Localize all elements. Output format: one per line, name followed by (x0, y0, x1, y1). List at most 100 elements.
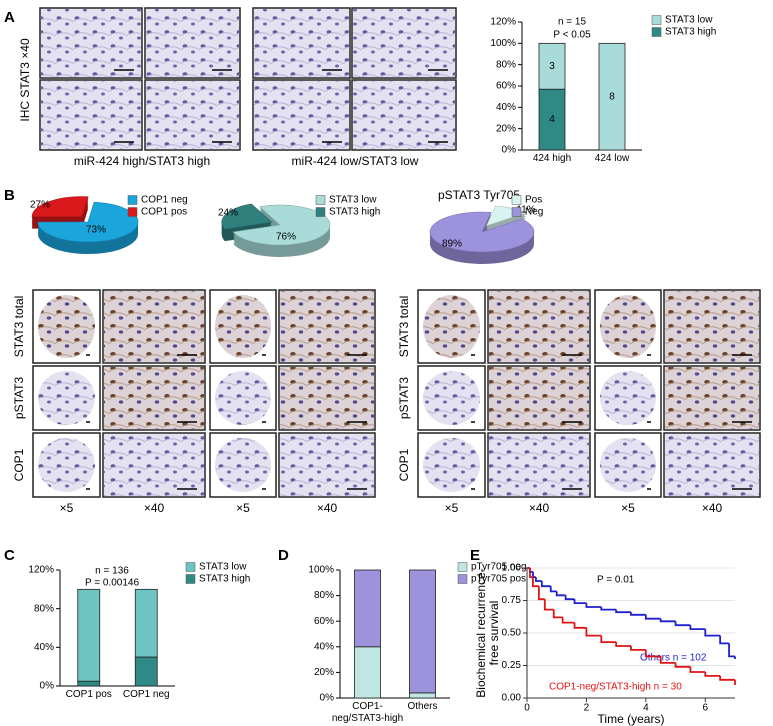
survival-step (689, 625, 706, 630)
legend-label: pTyr705 neg (471, 562, 527, 573)
panel-label: A (4, 9, 15, 26)
legend-swatch (127, 195, 138, 205)
y-tick-label: 0.25 (502, 660, 522, 671)
x-tick-label: COP1-neg/STAT3-high (331, 701, 404, 724)
survival-step (532, 577, 539, 588)
bar-segment (77, 588, 101, 682)
magnification-label: ×40 (317, 501, 338, 515)
survival-step (600, 607, 617, 611)
tissue (254, 9, 349, 77)
count-label: 3 (549, 61, 555, 72)
x-tick-label: 424 high (532, 153, 572, 164)
value-label: 24% (218, 208, 238, 219)
legend-label: Pos (525, 195, 542, 206)
survival-step (689, 666, 706, 673)
legend-label: STAT3 high (199, 574, 250, 585)
annotation: P = 0.00146 (85, 578, 139, 589)
tissue (489, 291, 589, 362)
survival-step (644, 649, 661, 658)
survival-step (600, 635, 617, 643)
legend-swatch (185, 574, 196, 584)
tissue (41, 9, 141, 77)
survival-step (704, 672, 721, 677)
tissue (489, 367, 589, 429)
tissue (104, 291, 204, 362)
survival-step (540, 581, 551, 588)
y-tick-label: 0.75 (502, 595, 522, 606)
legend-swatch (457, 574, 468, 584)
series-label: Others n = 102 (640, 653, 707, 664)
bar-segment (598, 42, 626, 151)
tissue-core (423, 371, 480, 425)
y-tick-label: 120% (490, 17, 516, 28)
legend-swatch (651, 27, 662, 37)
tissue (280, 434, 374, 496)
survival-step (543, 599, 554, 611)
panel-label: D (278, 547, 289, 564)
legend-label: STAT3 low (199, 562, 247, 573)
annotation: n = 15 (558, 17, 587, 28)
tissue-core (600, 295, 656, 358)
survival-step (630, 612, 646, 616)
magnification-label: ×5 (236, 501, 250, 515)
y-tick-label: 0.50 (502, 628, 522, 639)
tissue (280, 367, 374, 429)
survival-step (659, 656, 676, 664)
survival-step (615, 642, 631, 647)
y-tick-label: 0% (502, 145, 517, 156)
annotation: P < 0.05 (553, 30, 591, 41)
x-tick-label: 4 (643, 703, 649, 714)
x-tick-label: 0 (524, 703, 530, 714)
tissue (665, 434, 759, 496)
survival-step (561, 617, 575, 624)
survival-step (555, 591, 566, 597)
x-label-box: 424 low (594, 153, 630, 164)
magnification-label: ×5 (60, 501, 74, 515)
count-label: 8 (609, 91, 615, 102)
survival-step (573, 622, 587, 629)
y-label-box: Biochemical recurrence-free survival (475, 568, 501, 697)
legend-swatch (511, 207, 522, 217)
tissue (41, 81, 141, 149)
x-tick-label: 6 (703, 703, 709, 714)
pie-title: pSTAT3 Tyr705 (438, 188, 520, 202)
row-label: pSTAT3 (397, 377, 411, 420)
legend-label: STAT3 high (665, 27, 716, 38)
y-tick-label: 60% (314, 616, 334, 627)
tissue-core (38, 438, 95, 492)
x-tick-label: COP1 neg (122, 689, 170, 700)
survival-step (552, 609, 563, 619)
x-label-box: 424 high (532, 153, 572, 164)
count-label: 4 (549, 114, 555, 125)
survival-step (630, 646, 646, 651)
tissue-core (215, 438, 271, 492)
survival-step (719, 635, 730, 645)
panel-label: B (4, 187, 15, 204)
tissue (104, 434, 204, 496)
x-axis-label: Time (years) (598, 712, 665, 726)
tissue (146, 81, 239, 149)
pie-slice (221, 203, 273, 230)
y-tick-label: 1.00 (502, 563, 522, 574)
magnification-label: ×40 (529, 501, 550, 515)
magnification-label: ×5 (621, 501, 635, 515)
x-tick-label: 2 (584, 703, 590, 714)
x-tick-label: 424 low (594, 153, 630, 164)
survival-step (535, 577, 542, 582)
legend-label: STAT3 high (329, 207, 380, 218)
y-tick-label: 60% (496, 81, 516, 92)
x-label-box: COP1 neg (122, 689, 170, 700)
legend-label: STAT3 low (329, 195, 377, 206)
image-label: IHC STAT3 ×40 (18, 38, 32, 122)
tissue (665, 291, 759, 362)
x-tick-label: Others (407, 701, 438, 712)
tissue-core (600, 438, 656, 492)
tissue-core (215, 371, 271, 425)
survival-step (704, 629, 721, 637)
survival-step (674, 662, 691, 668)
tissue-core (215, 295, 271, 358)
survival-step (549, 586, 557, 593)
tissue-core (38, 371, 95, 425)
bar-segment (134, 656, 158, 687)
pie-slice (31, 196, 89, 217)
